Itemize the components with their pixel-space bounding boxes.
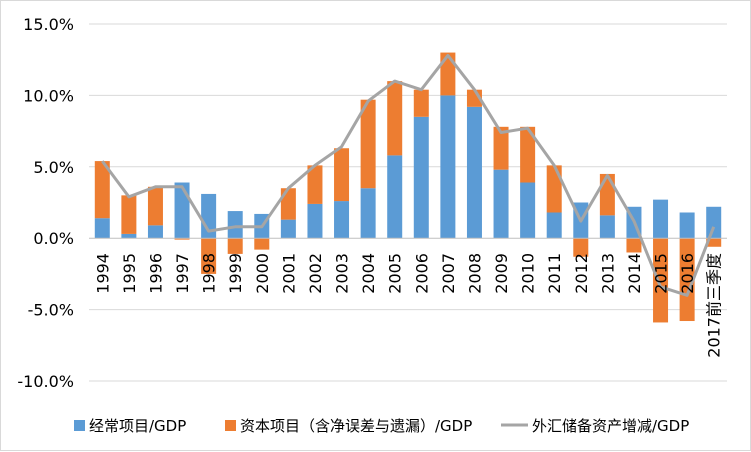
bar-capital-account (360, 99, 376, 189)
y-tick-label: 5.0% (33, 158, 74, 177)
x-tick-label: 2010 (519, 253, 538, 294)
bar-current-account (280, 219, 296, 239)
bar-capital-account (573, 238, 589, 257)
bar-current-account (147, 225, 163, 239)
bar-capital-account (147, 186, 163, 226)
legend-item-capital-account: 资本项目（含净误差与遗漏）/GDP (225, 417, 472, 435)
bar-current-account (466, 106, 482, 239)
bar-current-account (334, 201, 350, 239)
bar-capital-account (201, 238, 217, 274)
legend-item-current-account: 经常项目/GDP (74, 417, 186, 435)
bars (94, 52, 722, 323)
bar-capital-account (94, 161, 110, 219)
legend-item-reserve-change: 外汇储备资产增减/GDP (501, 417, 689, 435)
bar-capital-account (280, 188, 296, 220)
x-tick-label: 2005 (386, 253, 405, 294)
bar-capital-account (626, 238, 642, 253)
x-tick-label: 2004 (359, 253, 378, 294)
bar-capital-account (387, 81, 403, 156)
bar-capital-account (546, 165, 562, 213)
reserve-line (101, 53, 716, 297)
bar-capital-account (227, 238, 243, 254)
y-tick-label: -10.0% (17, 372, 74, 391)
x-tick-label: 2009 (492, 253, 511, 294)
bar-current-account (387, 155, 403, 239)
x-tick-label: 2008 (465, 253, 484, 294)
gridlines (89, 23, 727, 382)
x-tick-label: 2015 (652, 253, 671, 294)
legend-label-current-account: 经常项目/GDP (89, 417, 186, 435)
bar-current-account (360, 188, 376, 239)
x-tick-label: 2002 (306, 253, 325, 294)
y-tick-label: 0.0% (33, 229, 74, 248)
x-tick-label: 2003 (333, 253, 352, 294)
x-tick-label: 1994 (93, 253, 112, 294)
bar-current-account (413, 116, 429, 239)
x-tick-label: 1995 (120, 253, 139, 294)
line-reserve-change (101, 53, 716, 297)
bar-capital-account (307, 165, 323, 204)
bar-capital-account (493, 126, 509, 170)
bar-capital-account (121, 195, 137, 234)
x-tick-label: 2016 (678, 253, 697, 294)
bar-capital-account (413, 89, 429, 117)
x-tick-label: 2001 (279, 253, 298, 294)
x-tick-label: 2007 (439, 253, 458, 294)
legend-label-reserve-change: 外汇储备资产增减/GDP (532, 417, 689, 435)
x-tick-label: 2011 (545, 253, 564, 294)
bar-capital-account (706, 238, 722, 247)
x-tick-label: 2012 (572, 253, 591, 294)
bar-current-account (174, 182, 190, 239)
bar-current-account (679, 212, 695, 239)
bar-current-account (706, 206, 722, 239)
x-tick-label: 2017前三季度 (705, 253, 724, 358)
x-tick-label: 2000 (253, 253, 272, 294)
bar-current-account (520, 182, 536, 239)
bar-capital-account (679, 238, 695, 322)
bar-current-account (599, 215, 615, 239)
legend-label-capital-account: 资本项目（含净误差与遗漏）/GDP (240, 417, 472, 435)
x-tick-label: 2013 (598, 253, 617, 294)
x-tick-label: 1997 (173, 253, 192, 294)
bar-current-account (307, 203, 323, 239)
y-tick-label: 10.0% (23, 86, 74, 105)
legend-swatch-capital-account (225, 420, 236, 431)
bar-current-account (94, 218, 110, 239)
bar-capital-account (520, 126, 536, 183)
x-tick-label: 1999 (226, 253, 245, 294)
legend: 经常项目/GDP 资本项目（含净误差与遗漏）/GDP 外汇储备资产增减/GDP (74, 417, 689, 435)
bar-current-account (121, 233, 137, 239)
bar-capital-account (334, 148, 350, 202)
bar-current-account (493, 169, 509, 239)
x-tick-label: 1998 (200, 253, 219, 294)
x-axis-ticks: 1994 1995 1996 1997 1998 1999 2000 2001 2002 2003… (93, 253, 723, 358)
bar-capital-account (653, 238, 669, 323)
y-axis-ticks: 15.0% 10.0% 5.0% 0.0% -5.0% -10.0% (17, 15, 74, 391)
x-tick-label: 1996 (146, 253, 165, 294)
y-tick-label: 15.0% (23, 15, 74, 34)
x-tick-label: 2014 (625, 253, 644, 294)
x-tick-label: 2006 (412, 253, 431, 294)
bar-capital-account (440, 52, 456, 96)
legend-swatch-current-account (74, 420, 85, 431)
bar-current-account (227, 211, 243, 239)
bar-capital-account (254, 238, 270, 250)
bar-current-account (653, 199, 669, 239)
bar-current-account (546, 212, 562, 239)
bar-capital-account (599, 173, 615, 216)
y-tick-label: -5.0% (28, 301, 74, 320)
bar-current-account (440, 95, 456, 239)
bar-capital-account (174, 238, 190, 240)
